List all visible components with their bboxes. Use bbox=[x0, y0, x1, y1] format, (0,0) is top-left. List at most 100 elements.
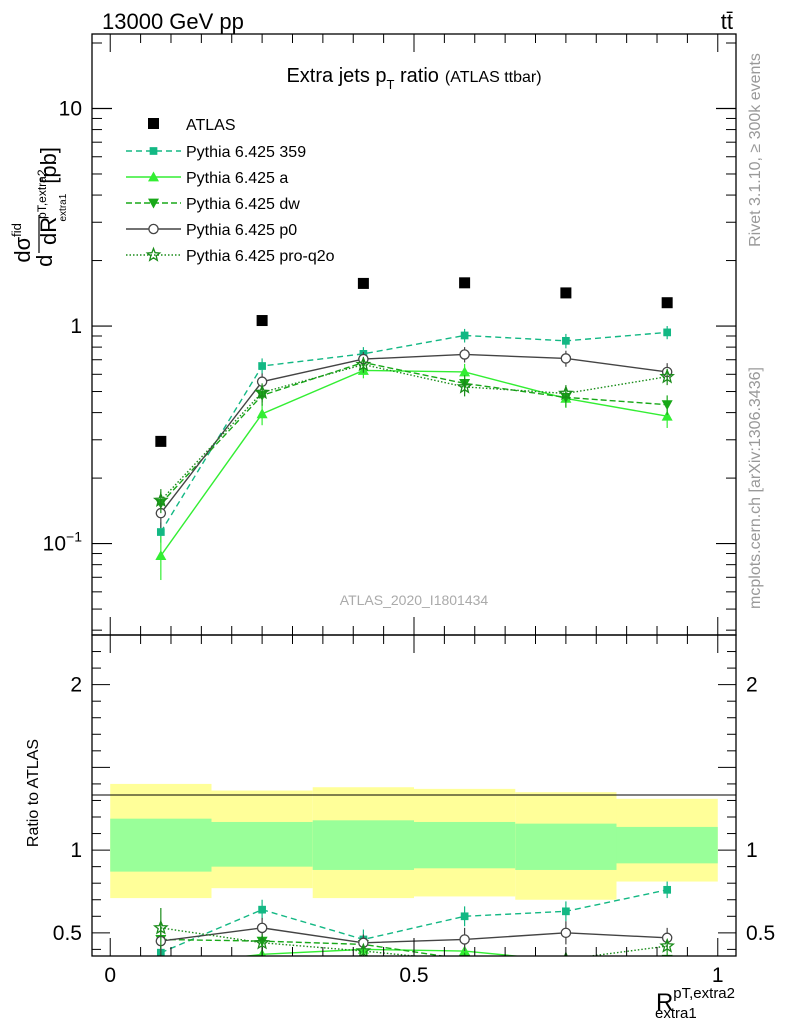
ylabel-sigma: σ bbox=[10, 236, 35, 250]
data-point bbox=[256, 315, 268, 327]
y-tick-label: 10 bbox=[59, 97, 82, 120]
uncertainty-band-inner bbox=[211, 821, 313, 867]
series-0-ratio-point bbox=[460, 912, 469, 921]
chart-title: Extra jets pT ratio (ATLAS ttbar) bbox=[286, 65, 541, 92]
series-4-ratio-point bbox=[254, 934, 271, 950]
uncertainty-band-inner bbox=[312, 820, 414, 870]
series-4-point bbox=[152, 492, 169, 508]
ratio-y-axis-label: Ratio to ATLAS bbox=[25, 739, 42, 847]
series-0-point bbox=[562, 336, 570, 345]
legend-series-group: Pythia 6.425 359 Pythia 6.425 a Pythia 6.4… bbox=[126, 144, 335, 265]
uncertainty-band-inner bbox=[515, 823, 617, 870]
series-3-ratio-point bbox=[560, 927, 572, 939]
series-2-point bbox=[661, 400, 673, 411]
series-4-point bbox=[456, 378, 473, 394]
ylabel-d2: d bbox=[36, 233, 61, 245]
legend-label-3: Pythia 6.425 p0 bbox=[186, 222, 297, 239]
series-4-point bbox=[355, 356, 372, 372]
series-1-point bbox=[459, 366, 471, 377]
series-0-ratio-point bbox=[258, 905, 266, 914]
main-data-points bbox=[155, 277, 673, 447]
data-point bbox=[661, 297, 673, 309]
legend-label-1: Pythia 6.425 a bbox=[186, 170, 288, 187]
data-point bbox=[459, 277, 471, 289]
series-4-ratio-line bbox=[160, 927, 668, 956]
legend-entry-data: ATLAS bbox=[148, 117, 236, 134]
ylabel-d: d bbox=[32, 255, 57, 267]
series-0-point bbox=[258, 362, 266, 370]
ylabel-extrasub: extra1 bbox=[58, 193, 69, 221]
uncertainty-band-inner bbox=[110, 818, 212, 872]
ylabel-fid: fid bbox=[9, 223, 24, 237]
x-tick-label: 0 bbox=[104, 964, 116, 987]
legend-marker-0 bbox=[149, 147, 158, 155]
ratio-tick-label-right: 1 bbox=[746, 839, 758, 862]
series-0-point bbox=[663, 328, 672, 337]
series-0-ratio-point bbox=[663, 885, 672, 894]
y-tick-label-exp: −1 bbox=[66, 529, 82, 545]
title-rest: ratio bbox=[394, 65, 438, 87]
ylabel-r: R bbox=[36, 217, 61, 233]
process-label: tt̄ bbox=[721, 9, 733, 34]
series-0-ratio-line bbox=[160, 889, 668, 954]
series-4-point bbox=[254, 384, 271, 400]
main-series bbox=[152, 326, 675, 581]
uncertainty-band-inner bbox=[616, 826, 718, 864]
xlabel-sup: pT,extra2 bbox=[673, 985, 735, 1002]
data-point bbox=[155, 435, 167, 447]
legend-label-4: Pythia 6.425 pro-q2o bbox=[186, 248, 335, 265]
x-tick-label: 1 bbox=[712, 964, 724, 987]
legend-marker-2 bbox=[148, 198, 159, 209]
series-0-line bbox=[160, 331, 668, 533]
title-small: (ATLAS ttbar) bbox=[445, 69, 542, 86]
y-tick-label-base: 10 bbox=[43, 533, 66, 556]
series-1-ratio-point bbox=[662, 960, 673, 970]
series-1-ratio-point bbox=[155, 960, 166, 970]
xlabel-main: R bbox=[656, 989, 673, 1016]
series-0-ratio-point bbox=[562, 907, 570, 916]
ratio-panel-frame bbox=[91, 634, 737, 957]
series-4-ratio-point bbox=[152, 919, 169, 935]
xlabel-sub: extra1 bbox=[655, 1005, 697, 1022]
energy-label: 13000 GeV pp bbox=[102, 9, 244, 34]
series-4-point bbox=[659, 368, 675, 384]
main-y-axis-label: ddσfid dRpT,extra2 extra1[pb] bbox=[9, 147, 69, 267]
y-tick-label-base: 10 bbox=[59, 97, 82, 120]
series-3-point bbox=[459, 349, 470, 360]
svg-text:ddσfid: ddσfid bbox=[9, 223, 57, 267]
series-3-point bbox=[560, 353, 572, 364]
series-3-ratio-point bbox=[459, 934, 470, 945]
series-4-ratio-point bbox=[355, 942, 372, 956]
series-4-ratio-point bbox=[659, 937, 676, 953]
rivet-label: Rivet 3.1.10, ≥ 300k events bbox=[747, 53, 764, 247]
y-tick-label-base: 1 bbox=[70, 315, 82, 338]
ratio-tick-label-left: 2 bbox=[70, 674, 82, 697]
data-point bbox=[560, 287, 572, 299]
ratio-bands bbox=[110, 783, 718, 900]
series-1-point bbox=[256, 408, 268, 419]
title-main: Extra jets p bbox=[286, 65, 386, 87]
ylabel-ptsub: pT,extra2 bbox=[35, 169, 49, 219]
ratio-tick-label-left: 0.5 bbox=[53, 922, 82, 945]
legend-marker-4 bbox=[145, 246, 162, 262]
legend-label-0: Pythia 6.425 359 bbox=[186, 144, 306, 161]
uncertainty-band-inner bbox=[414, 821, 516, 869]
ratio-tick-label-left: 1 bbox=[70, 839, 82, 862]
mcplots-label: mcplots.cern.ch [arXiv:1306.3436] bbox=[747, 367, 764, 609]
series-1-ratio-point bbox=[565, 955, 567, 956]
series-4-line bbox=[160, 363, 668, 501]
legend-marker-1 bbox=[148, 171, 159, 182]
series-3-ratio-point bbox=[256, 922, 268, 934]
series-0-point bbox=[460, 331, 469, 340]
x-tick-label: 0.5 bbox=[399, 964, 428, 987]
series-1-point bbox=[661, 410, 673, 421]
series-2-ratio-point bbox=[560, 957, 571, 967]
y-tick-label: 1 bbox=[70, 315, 82, 338]
series-3-line bbox=[160, 353, 668, 514]
legend-marker-data bbox=[148, 118, 159, 129]
ylabel-frac: d bbox=[10, 250, 35, 262]
legend-label-data: ATLAS bbox=[186, 117, 236, 134]
